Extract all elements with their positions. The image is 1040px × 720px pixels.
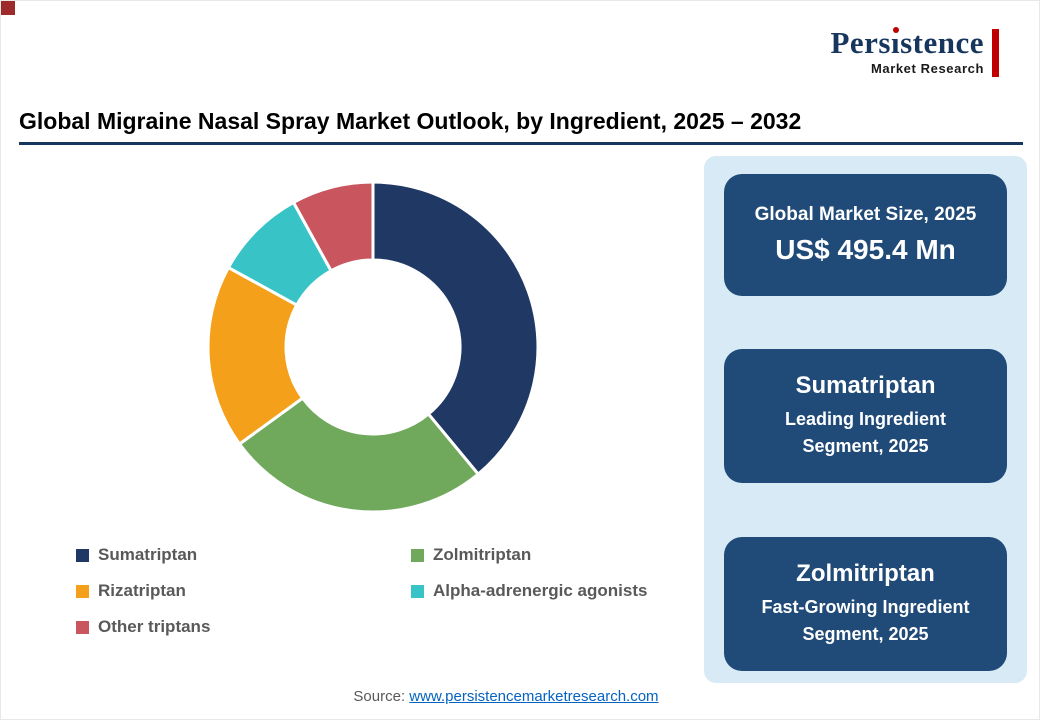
legend-item-alpha-adrenergic-agonists: Alpha-adrenergic agonists — [411, 581, 647, 601]
donut-segment-other-triptans — [292, 180, 375, 273]
fast-growing-segment-card: Zolmitriptan Fast-Growing Ingredient Seg… — [724, 537, 1007, 671]
legend-column-1: Sumatriptan Rizatriptan Other triptans — [76, 545, 210, 653]
source-link[interactable]: www.persistencemarketresearch.com — [409, 688, 659, 705]
donut-segment-rizatriptan — [206, 266, 305, 446]
market-size-label: Global Market Size, 2025 — [754, 204, 977, 225]
market-size-value: US$ 495.4 Mn — [775, 234, 956, 265]
page-title: Global Migraine Nasal Spray Market Outlo… — [19, 108, 802, 134]
legend-item-other-triptans: Other triptans — [76, 617, 210, 637]
corner-accent-square — [1, 1, 15, 15]
legend-swatch — [76, 584, 89, 598]
legend-swatch — [411, 584, 424, 598]
fast-growing-segment-subtitle: Fast-Growing Ingredient Segment, 2025 — [761, 597, 970, 644]
fast-growing-segment-title: Zolmitriptan — [796, 560, 935, 587]
leading-segment-title: Sumatriptan — [795, 372, 936, 399]
market-size-card: Global Market Size, 2025 US$ 495.4 Mn — [724, 174, 1007, 296]
highlights-panel: Global Market Size, 2025 US$ 495.4 Mn Su… — [704, 156, 1027, 683]
title-underline — [19, 142, 1023, 145]
source-label: Source: — [353, 688, 406, 705]
legend-swatch — [76, 548, 89, 562]
legend-label: Sumatriptan — [98, 545, 198, 564]
legend-label: Zolmitriptan — [433, 545, 532, 564]
donut-segment-sumatriptan — [371, 180, 540, 476]
legend-column-2: Zolmitriptan Alpha-adrenergic agonists — [411, 545, 647, 617]
legend-item-zolmitriptan: Zolmitriptan — [411, 545, 647, 565]
legend-item-rizatriptan: Rizatriptan — [76, 581, 210, 601]
leading-segment-card: Sumatriptan Leading Ingredient Segment, … — [724, 349, 1007, 483]
chart-legend: Sumatriptan Rizatriptan Other triptans Zol… — [76, 545, 716, 655]
logo-name: Persı stence — [830, 25, 984, 60]
persistence-market-research-logo: Persı stence Market Research — [830, 27, 999, 77]
legend-swatch — [76, 620, 89, 634]
source-line: Source: www.persistencemarketresearch.co… — [1, 688, 1011, 705]
legend-swatch — [411, 548, 424, 562]
donut-segment-zolmitriptan — [238, 396, 480, 514]
logo-subtitle: Market Research — [870, 61, 984, 76]
legend-label: Rizatriptan — [98, 581, 186, 600]
legend-label: Alpha-adrenergic agonists — [433, 581, 648, 600]
donut-chart — [203, 177, 543, 517]
logo-i-red-dot — [892, 27, 899, 33]
legend-label: Other triptans — [98, 617, 211, 636]
logo-letter-i: ı — [890, 25, 901, 60]
legend-item-sumatriptan: Sumatriptan — [76, 545, 210, 565]
donut-chart-svg — [206, 180, 540, 514]
logo-red-bar — [992, 29, 999, 77]
logo-text: Persı stence Market Research — [830, 27, 984, 76]
leading-segment-subtitle: Leading Ingredient Segment, 2025 — [784, 409, 946, 456]
